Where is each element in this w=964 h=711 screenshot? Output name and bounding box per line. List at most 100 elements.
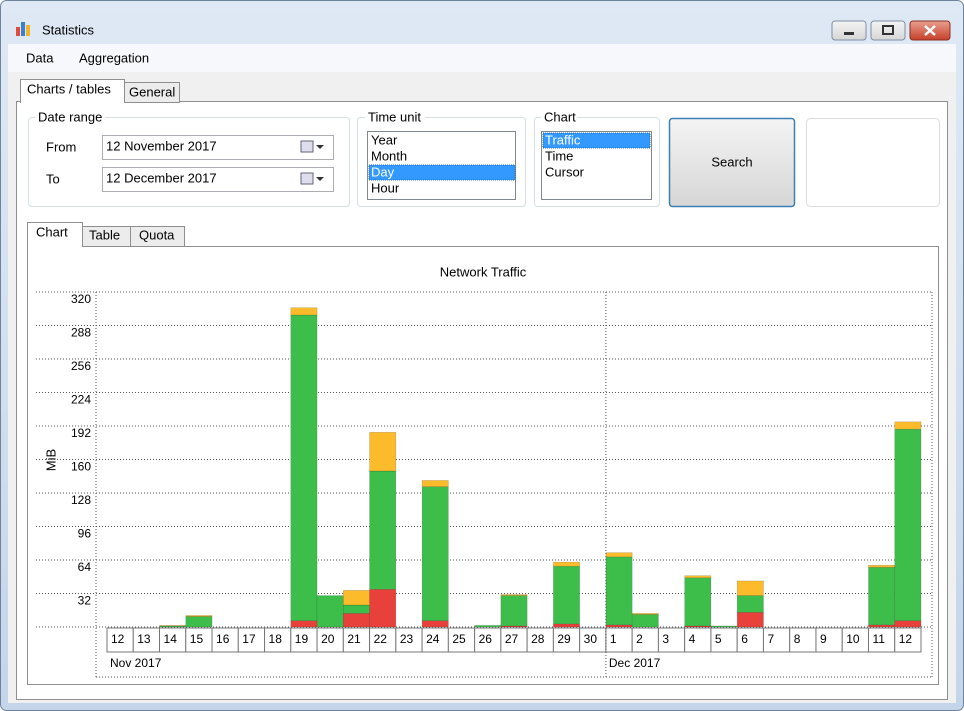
x-tick-cell [894, 627, 922, 653]
bar-segment [894, 620, 922, 628]
bar-segment [500, 594, 528, 596]
x-tick-label: 13 [137, 632, 151, 646]
tab-label[interactable]: Chart [36, 224, 68, 239]
x-tick-label: 29 [557, 632, 571, 646]
x-tick-cell [237, 627, 266, 653]
list-selection [368, 164, 516, 181]
bar-segment [736, 612, 764, 628]
list-item[interactable]: Month [371, 148, 407, 163]
x-tick-label: 6 [741, 632, 748, 646]
tab-label[interactable]: General [129, 84, 175, 99]
group-box [357, 117, 526, 207]
x-tick-cell [500, 627, 528, 653]
x-tick-label: 18 [269, 632, 283, 646]
maximize-button[interactable] [870, 20, 906, 41]
bar-segment [868, 567, 895, 626]
list-item[interactable]: Cursor [545, 164, 585, 179]
date-picker[interactable] [102, 135, 334, 160]
bar-segment [736, 580, 764, 596]
date-value[interactable]: 12 November 2017 [106, 138, 217, 153]
x-tick-cell [579, 627, 607, 653]
minimize-button[interactable] [831, 20, 867, 41]
y-tick-label: 320 [71, 292, 91, 306]
x-tick-label: 4 [689, 632, 696, 646]
bar-segment [736, 595, 764, 613]
x-group-label: Nov 2017 [110, 656, 162, 670]
dropdown-arrow [316, 145, 324, 149]
x-tick-label: 7 [767, 632, 774, 646]
y-tick-label: 256 [71, 359, 91, 373]
menu-item[interactable]: Data [26, 50, 54, 65]
minimize-icon [844, 32, 854, 35]
tab-label[interactable]: Quota [139, 227, 175, 242]
x-tick-label: 26 [479, 632, 493, 646]
bar-segment [710, 625, 738, 628]
tab-selected[interactable] [27, 222, 83, 247]
bar-segment [185, 616, 213, 628]
list-item[interactable]: Time [545, 148, 573, 163]
search-button[interactable] [668, 117, 796, 208]
tab-label[interactable]: Table [89, 227, 120, 242]
bar-segment [631, 614, 659, 628]
button-label[interactable]: Search [711, 154, 752, 169]
x-tick-label: 14 [164, 632, 178, 646]
list-item[interactable]: Year [371, 132, 398, 147]
x-tick-cell [552, 627, 581, 653]
x-tick-cell [211, 627, 239, 653]
bar-segment [343, 590, 370, 606]
y-tick-label: 32 [78, 594, 92, 608]
chart-title: Network Traffic [440, 264, 527, 279]
dropdown-arrow [316, 177, 324, 181]
x-tick-label: 27 [505, 632, 519, 646]
x-tick-cell [789, 627, 817, 653]
tab-label[interactable]: Charts / tables [27, 81, 111, 96]
maximize-icon [882, 25, 894, 35]
list-selection [542, 132, 651, 149]
date-picker[interactable] [102, 167, 334, 192]
y-tick-label: 192 [71, 426, 91, 440]
bar-segment [868, 624, 895, 628]
bar-segment [605, 552, 633, 558]
x-tick-label: 20 [321, 632, 335, 646]
y-tick-label: 160 [71, 460, 91, 474]
x-tick-label: 3 [662, 632, 669, 646]
group-title: Time unit [368, 109, 421, 124]
y-tick-label: 128 [71, 493, 91, 507]
x-tick-cell [342, 627, 371, 653]
y-tick-label: 288 [71, 326, 91, 340]
x-group-label: Dec 2017 [609, 656, 661, 670]
bar-segment [500, 595, 528, 627]
x-tick-cell [106, 627, 134, 653]
calendar-icon[interactable] [300, 172, 314, 185]
bar-segment [369, 432, 397, 472]
bar-segment [290, 314, 318, 621]
menu-item[interactable]: Aggregation [79, 50, 149, 65]
x-tick-label: 28 [531, 632, 545, 646]
empty-panel [806, 118, 940, 207]
chart-panel [27, 246, 939, 685]
group-title-bg [541, 110, 577, 124]
bar-segment [343, 604, 370, 614]
x-tick-label: 9 [820, 632, 827, 646]
list-item[interactable]: Day [371, 164, 395, 179]
x-tick-cell [657, 627, 686, 653]
x-tick-cell [631, 627, 659, 653]
group-title-bg [35, 110, 105, 124]
bar-segment [474, 625, 502, 628]
x-tick-label: 15 [190, 632, 204, 646]
bar-segment [159, 625, 187, 627]
bar-segment [421, 480, 449, 487]
x-tick-cell [264, 627, 292, 653]
list-item[interactable]: Hour [371, 180, 400, 195]
window-title: Statistics [42, 22, 95, 37]
y-tick-label: 96 [78, 527, 92, 541]
calendar-icon[interactable] [300, 140, 314, 153]
x-tick-label: 10 [846, 632, 860, 646]
x-tick-cell [867, 627, 896, 653]
list-item[interactable]: Traffic [545, 132, 581, 147]
date-value[interactable]: 12 December 2017 [106, 170, 217, 185]
menu-bar [8, 44, 956, 72]
bar-segment [290, 620, 318, 628]
